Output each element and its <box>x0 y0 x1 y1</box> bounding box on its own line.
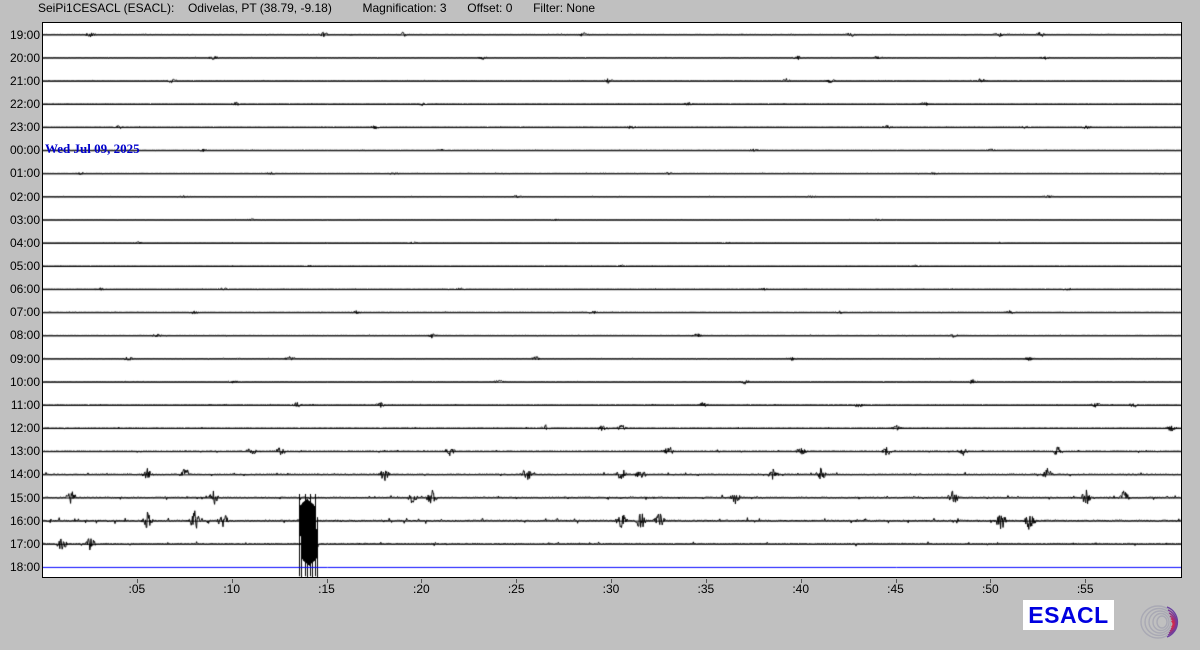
y-axis-label-1400: 14:00 <box>9 467 40 482</box>
x-axis-tick-20 <box>421 579 423 583</box>
x-axis-label-45: :45 <box>887 582 904 596</box>
y-axis-label-2200: 22:00 <box>9 96 40 111</box>
y-axis-label-1600: 16:00 <box>9 513 40 528</box>
y-axis-label-0900: 09:00 <box>9 351 40 366</box>
header-bar: SeiPi1CESACL (ESACL): Odivelas, PT (38.7… <box>0 0 1200 18</box>
x-axis-label-15: :15 <box>318 582 335 596</box>
magnification-label: Magnification: 3 <box>362 1 447 15</box>
x-axis-tick-30 <box>611 579 612 583</box>
filter-label: Filter: None <box>533 1 596 15</box>
y-axis-label-1900: 19:00 <box>9 27 40 42</box>
y-axis-label-0300: 03:00 <box>9 212 40 227</box>
x-axis-label-55: :55 <box>1076 582 1094 596</box>
y-axis-label-1200: 12:00 <box>9 421 40 436</box>
y-axis-label-0800: 08:00 <box>9 328 40 343</box>
y-axis-label-1100: 11:00 <box>10 397 40 412</box>
y-axis-label-1000: 10:00 <box>9 374 40 389</box>
y-axis-hour-labels: 19:00 20:00 21:00 22:00 23:00 00:00 01:00 02:00… <box>0 22 42 578</box>
x-axis-label-50: :50 <box>981 582 999 596</box>
x-axis-tick-35 <box>705 579 707 583</box>
x-axis-tick-40 <box>800 579 802 583</box>
x-axis-label-20: :20 <box>412 582 430 596</box>
y-axis-label-1800: 18:00 <box>9 559 40 574</box>
x-axis-label-30: :30 <box>602 582 620 596</box>
x-axis-tick-50 <box>990 579 992 583</box>
trace-canvas-wrap <box>43 23 1181 577</box>
y-axis-label-2000: 20:00 <box>9 50 40 65</box>
x-axis-label-25: :25 <box>507 582 525 596</box>
y-axis-label-2100: 21:00 <box>9 73 40 88</box>
seismic-spiral-icon <box>1137 597 1185 645</box>
y-axis-label-0100: 01:00 <box>9 166 40 181</box>
x-axis-label-05: :05 <box>128 582 146 596</box>
y-axis-label-0200: 02:00 <box>9 189 40 204</box>
y-axis-label-2300: 23:00 <box>9 120 40 135</box>
y-axis-label-0400: 04:00 <box>9 235 40 250</box>
y-axis-label-0700: 07:00 <box>9 305 40 320</box>
y-axis-label-1700: 17:00 <box>9 536 40 551</box>
x-axis-tick-25 <box>516 579 518 583</box>
esacl-logo-box: ESACL <box>1023 600 1114 630</box>
x-axis-label-40: :40 <box>792 582 809 596</box>
station-location: Odivelas, PT (38.79, -9.18) <box>187 1 332 15</box>
x-axis-tick-05 <box>136 579 138 583</box>
x-axis-tick-45 <box>895 579 897 583</box>
esacl-logo-text: ESACL <box>1028 601 1109 628</box>
header-text-row: SeiPi1CESACL (ESACL): Odivelas, PT (38.7… <box>38 1 595 15</box>
x-axis-label-10: :10 <box>223 582 240 596</box>
x-axis-tick-55 <box>1085 579 1087 583</box>
seismogram-plot[interactable]: Wed Jul 09, 2025 <box>42 22 1182 578</box>
y-axis-label-1500: 15:00 <box>9 490 40 505</box>
x-axis-label-35: :35 <box>697 582 715 596</box>
y-axis-label-0500: 05:00 <box>9 259 40 273</box>
station-code: SeiPi1CESACL (ESACL): <box>38 1 175 15</box>
y-axis-label-0000: 00:00 <box>9 143 40 158</box>
x-axis-tick-10 <box>231 579 233 583</box>
seismic-traces <box>43 23 1181 577</box>
offset-label: Offset: 0 <box>467 1 513 15</box>
x-axis-tick-15 <box>326 579 328 583</box>
y-axis-label-0600: 06:00 <box>9 282 40 297</box>
y-axis-label-1300: 13:00 <box>9 444 40 459</box>
x-axis-minute-labels: :05 :10 :15 :20 :25 :30 :35 :40 :45 :50 :55 <box>42 579 1182 601</box>
